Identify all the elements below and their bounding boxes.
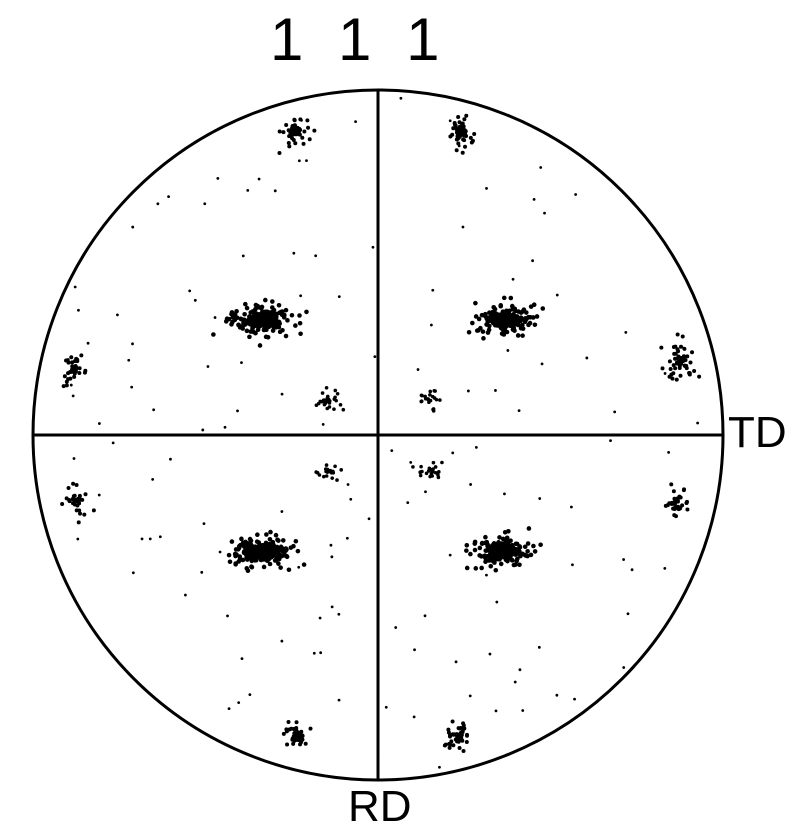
pole-figure-svg — [0, 0, 795, 835]
figure-canvas: 1 1 1 TD RD — [0, 0, 795, 835]
